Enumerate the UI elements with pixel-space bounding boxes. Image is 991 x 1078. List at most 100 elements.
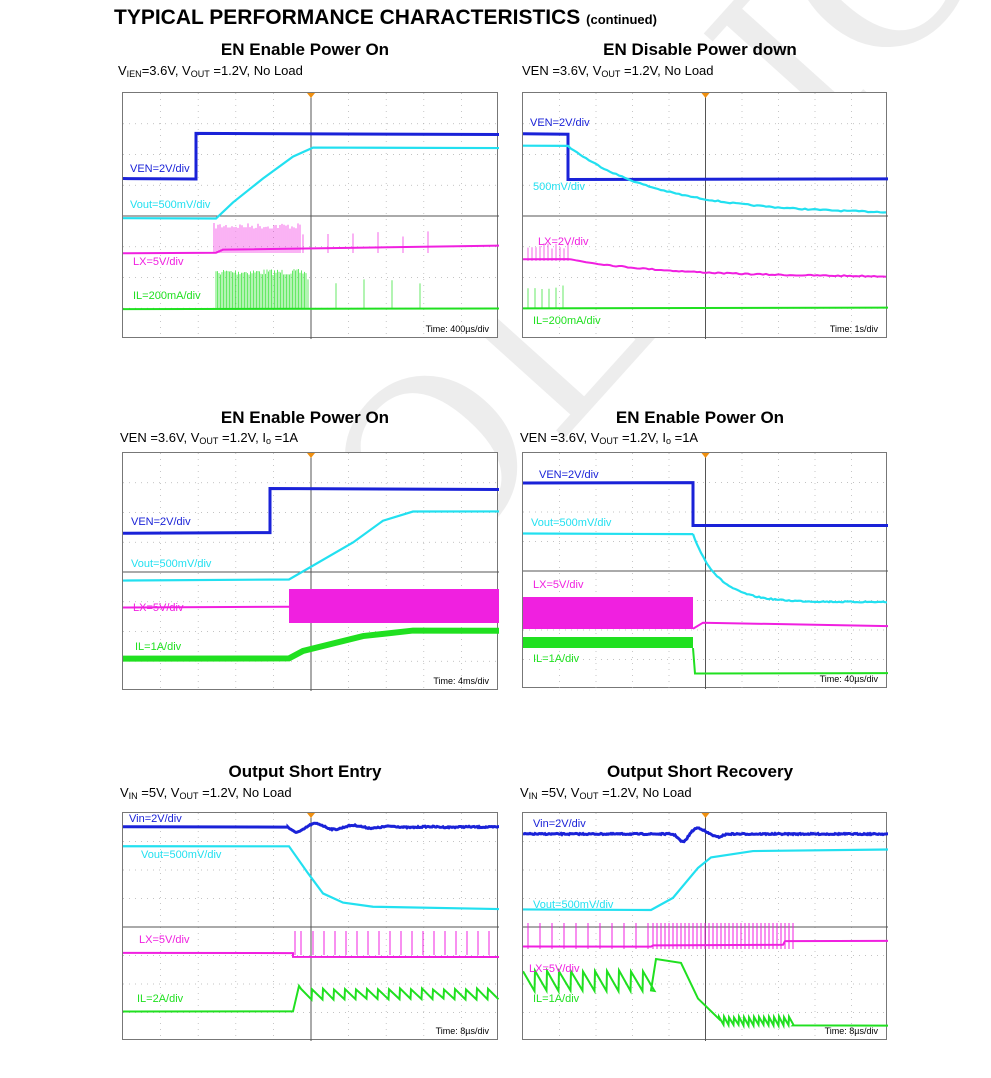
channel-label: VEN=2V/div [530,117,590,129]
conditions-text: =1.2V, No Load [198,785,292,800]
ven-trace [123,487,499,535]
trigger-marker-icon [307,453,315,458]
conditions-text: =1.2V, I [618,430,666,445]
timebase-label: Time: 8µs/div [435,1026,489,1036]
heading-text: TYPICAL PERFORMANCE CHARACTERISTICS [114,6,581,29]
channel-label: LX=2V/div [538,236,589,248]
subscript: o [265,436,271,446]
channel-label: VEN=2V/div [131,516,191,528]
subscript: IEN [126,69,142,79]
vout-trace [123,510,499,582]
conditions-text: =1.2V, No Load [598,785,692,800]
conditions-text: =3.6V, V [141,63,191,78]
vout-trace [523,848,888,912]
scope-grid [123,93,499,339]
il-trace [523,306,888,310]
il-ripple-band [523,637,693,648]
panel-conditions: VIEN=3.6V, VOUT =1.2V, No Load [118,63,303,79]
conditions-text: =1A [671,430,699,445]
trigger-marker-icon [701,453,710,458]
timebase-label: Time: 1s/div [829,324,878,334]
oscilloscope-capture: VEN=2V/div Vout=500mV/div LX=5V/div IL=200m… [122,92,499,339]
vout-trace [523,532,888,604]
channel-label: LX=5V/div [533,579,584,591]
vout-trace [523,144,887,214]
subscript: OUT [199,436,219,446]
scope-grid [523,813,888,1041]
subscript: OUT [601,69,621,79]
panel-title: Output Short Recovery [606,762,794,781]
channel-label: VEN=2V/div [130,163,190,175]
conditions-text: VEN =3.6V, V [520,430,600,445]
channel-label: IL=200mA/div [133,290,201,302]
oscilloscope-capture: VEN=2V/div 500mV/div LX=2V/div IL=200mA/div… [522,92,888,339]
conditions-text: =1A [271,430,299,445]
timebase-label: Time: 4ms/div [433,676,489,686]
subscript: OUT [579,791,599,801]
channel-label: LX=5V/div [133,602,184,614]
timebase-label: Time: 40µs/div [819,674,878,684]
il-trace [123,627,499,662]
panel-title: EN Disable Power down [603,40,797,59]
trigger-marker-icon [701,813,710,818]
channel-label: LX=5V/div [529,963,580,975]
conditions-text: =1.2V, No Load [209,63,303,78]
conditions-text: =5V, V [137,785,180,800]
channel-label: IL=1A/div [533,653,580,665]
scope-grid [523,453,888,689]
conditions-text: V [118,63,127,78]
lx-switching-band [523,597,693,629]
ven-trace [523,481,888,527]
lx-trace [123,244,499,255]
ven-trace [523,826,888,844]
panel-conditions: VIN =5V, VOUT =1.2V, No Load [520,785,692,801]
vout-trace [123,845,499,911]
ven-trace [123,131,499,181]
panel-conditions: VEN =3.6V, VOUT =1.2V, Io =1A [520,430,698,446]
conditions-text: =5V, V [537,785,580,800]
channel-label: VEN=2V/div [539,469,599,481]
timebase-label: Time: 8µs/div [824,1026,878,1036]
subscript: OUT [190,69,210,79]
conditions-text: V [120,785,129,800]
lx-trace [523,258,887,278]
ven-trace [523,132,888,181]
panel-title: EN Enable Power On [615,408,785,427]
subscript: IN [128,791,138,801]
oscilloscope-capture: Vin=2V/div Vout=500mV/div LX=5V/div IL=1A/d… [522,812,888,1041]
channel-label: Vout=500mV/div [130,199,211,211]
trigger-marker-icon [701,93,710,98]
channel-label: LX=5V/div [139,934,190,946]
lx-switching-band [289,589,499,623]
channel-label: LX=5V/div [133,256,184,268]
oscilloscope-capture: Vin=2V/div Vout=500mV/div LX=5V/div IL=2A/d… [122,812,499,1041]
channel-label: Vin=2V/div [129,813,182,825]
il-trace [692,647,888,675]
panel-title: Output Short Entry [228,762,382,781]
conditions-text: V [520,785,529,800]
channel-label: Vin=2V/div [533,818,586,830]
channel-label: IL=200mA/div [533,315,601,327]
oscilloscope-capture: VEN=2V/div Vout=500mV/div LX=5V/div IL=1A/d… [522,452,888,689]
lx-trace [123,605,290,609]
panel-conditions: VEN =3.6V, VOUT =1.2V, No Load [522,63,714,79]
timebase-label: Time: 400µs/div [425,324,489,334]
panel-conditions: VEN =3.6V, VOUT =1.2V, Io =1A [120,430,298,446]
panel-title: EN Enable Power On [220,40,390,59]
scope-grid [523,93,888,339]
lx-trace [523,939,888,948]
scope-grid [123,453,499,691]
channel-label: 500mV/div [533,181,585,193]
trigger-marker-icon [307,93,315,98]
il-trace [123,983,499,1013]
conditions-text: =1.2V, No Load [620,63,714,78]
ven-trace [123,821,499,835]
subscript: o [665,436,671,446]
scope-grid [123,813,499,1041]
panel-title: EN Enable Power On [220,408,390,427]
il-trace [523,957,888,1030]
subscript: OUT [179,791,199,801]
heading-suffix: (continued) [586,12,657,27]
conditions-text: VEN =3.6V, V [120,430,200,445]
channel-label: Vout=500mV/div [531,517,612,529]
